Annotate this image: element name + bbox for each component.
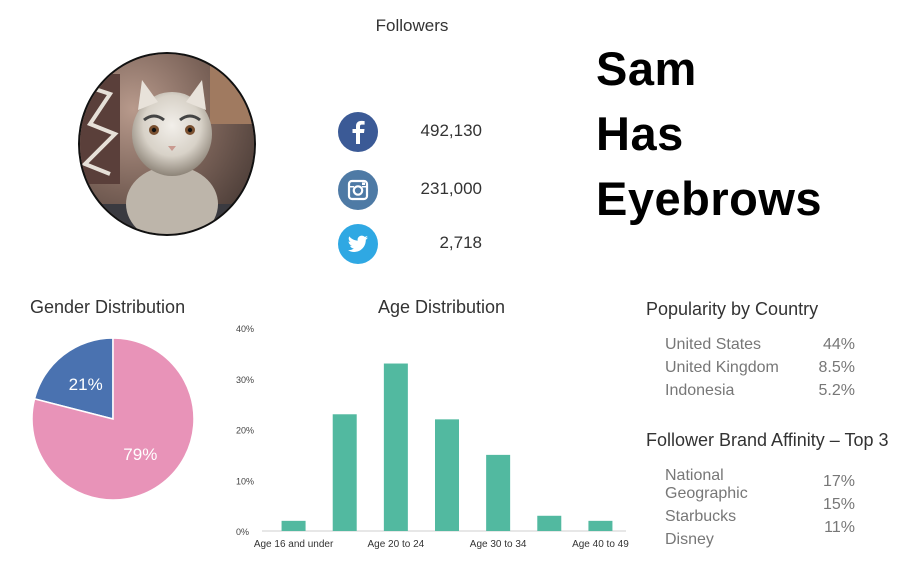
y-tick-label: 0% (236, 527, 249, 537)
country-row: United States 44% (665, 333, 855, 356)
age-bar-chart: 0% 10% 20% 30% 40% Age 16 and under Age 20 to … (236, 324, 629, 550)
country-name: Indonesia (665, 382, 735, 399)
instagram-count: 231,000 (420, 179, 482, 198)
x-tick-label: Age 40 to 49 (572, 539, 629, 550)
age-bar (588, 520, 613, 531)
country-row: United Kingdom 8.5% (665, 356, 855, 379)
instagram-row: 231,000 (338, 170, 488, 210)
x-tick-label: Age 30 to 34 (470, 539, 527, 550)
pie-label: 21% (69, 375, 103, 394)
x-tick-label: Age 16 and under (254, 539, 334, 550)
brand-line-3: Eyebrows (596, 172, 823, 225)
country-title: Popularity by Country (646, 299, 819, 319)
affinity-name: Starbucks (665, 508, 737, 525)
facebook-icon[interactable] (338, 112, 378, 152)
x-tick-label: Age 20 to 24 (367, 539, 424, 550)
affinity-value: 11% (824, 519, 855, 536)
y-tick-label: 10% (236, 476, 254, 486)
country-list: United States 44% United Kingdom 8.5% In… (665, 333, 855, 402)
age-title: Age Distribution (378, 297, 506, 317)
y-tick-label: 40% (236, 324, 254, 334)
affinity-name: Disney (665, 531, 714, 548)
country-name: United Kingdom (665, 359, 779, 376)
gender-title: Gender Distribution (30, 297, 186, 317)
age-bar (435, 419, 459, 531)
country-row: Indonesia 5.2% (665, 379, 855, 402)
country-value: 44% (822, 336, 855, 353)
facebook-count: 492,130 (420, 121, 482, 140)
affinity-names: National Geographic Starbucks Disney (665, 467, 775, 554)
brand-line-1: Sam (596, 42, 697, 95)
twitter-row: 2,718 (338, 224, 488, 264)
affinity-title: Follower Brand Affinity – Top 3 (646, 430, 889, 450)
affinity-list: National Geographic Starbucks Disney 17%… (665, 467, 855, 557)
instagram-icon[interactable] (338, 170, 378, 210)
twitter-icon[interactable] (338, 224, 378, 264)
age-bar (383, 363, 408, 531)
country-name: United States (665, 336, 762, 353)
facebook-row: 492,130 (338, 112, 488, 152)
brand-line-2: Has (596, 107, 684, 160)
country-value: 8.5% (818, 359, 855, 376)
affinity-value: 15% (822, 496, 855, 513)
age-bar (332, 414, 357, 531)
affinity-values: 17% 15% 11% (823, 470, 855, 539)
affinity-value: 17% (822, 473, 855, 490)
affinity-name: National Geographic (665, 467, 748, 502)
followers-title: Followers (375, 16, 449, 35)
pie-label: 79% (123, 445, 157, 464)
y-tick-label: 20% (236, 426, 254, 436)
twitter-count: 2,718 (439, 233, 482, 252)
avatar (78, 52, 256, 236)
pie-slice (31, 337, 195, 501)
gender-pie-chart: 21% 79% (31, 337, 195, 501)
age-bar (281, 520, 306, 531)
brand-title: Sam Has Eyebrows (596, 36, 822, 231)
country-value: 5.2% (818, 382, 855, 399)
y-tick-label: 30% (236, 375, 254, 385)
age-bar (537, 515, 562, 531)
cat-photo (80, 54, 254, 234)
pie-slice (33, 337, 114, 420)
age-bar (486, 454, 511, 531)
